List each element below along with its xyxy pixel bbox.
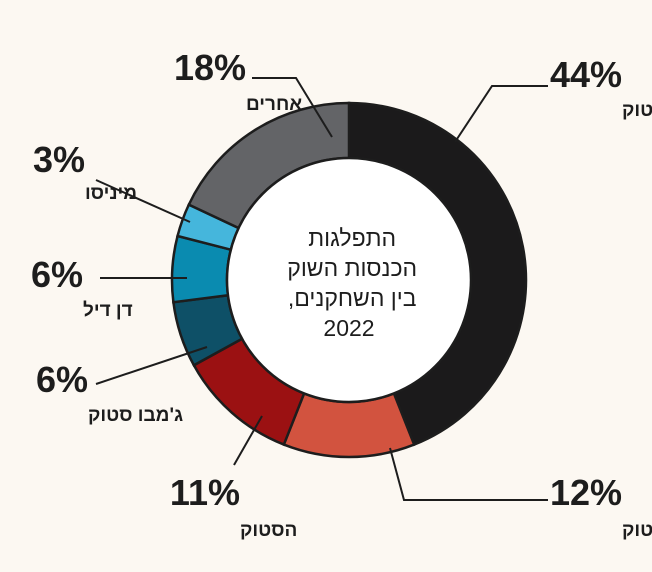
leader-line — [389, 447, 548, 501]
leader-line — [95, 179, 191, 223]
slice-value-label: 11% — [170, 472, 240, 513]
slice-value-label: 6% — [36, 359, 88, 400]
slice-name-label: דן דיל — [83, 300, 133, 321]
leader-line — [252, 77, 333, 138]
slice-name-label: הסטוק — [240, 520, 297, 541]
chart-title: התפלגות הכנסות השוק בין השחקנים, 2022 — [281, 225, 417, 341]
slice-name-label: אחרים — [246, 94, 302, 115]
leader-line — [95, 346, 208, 385]
leader-line — [454, 85, 548, 143]
slice-name-label: ג'מבו סטוק — [88, 405, 183, 426]
slice-name-label: מקס סטוק — [622, 100, 652, 121]
slice-name-label: מיניסו — [85, 183, 137, 204]
donut-slices — [170, 101, 528, 459]
slice-value-label: 12% — [550, 472, 622, 513]
slice-value-label: 3% — [33, 139, 85, 180]
chart-title-line-3: בין השחקנים, — [288, 285, 417, 311]
chart-title-line-2: הכנסות השוק — [287, 255, 417, 281]
slice-value-label: 6% — [31, 254, 83, 295]
slice-name-label: זול סטוק — [622, 520, 652, 541]
leader-lines — [95, 77, 548, 501]
donut-hole — [225, 156, 473, 404]
chart-title-line-4: 2022 — [323, 315, 374, 341]
slice-value-label: 44% — [550, 54, 622, 95]
slice-value-label: 18% — [174, 47, 246, 88]
leader-line — [233, 415, 263, 466]
chart-title-line-1: התפלגות — [308, 225, 396, 251]
